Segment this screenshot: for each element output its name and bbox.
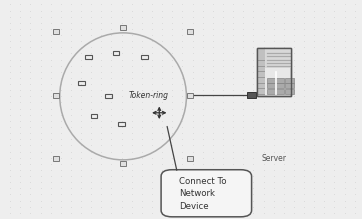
FancyBboxPatch shape xyxy=(161,170,252,217)
Bar xyxy=(53,29,59,34)
Bar xyxy=(187,93,193,98)
Bar xyxy=(53,156,59,161)
Bar xyxy=(120,25,126,30)
Text: Connect To
Network
Device: Connect To Network Device xyxy=(179,177,227,211)
Bar xyxy=(53,93,59,98)
Text: Token-ring: Token-ring xyxy=(129,91,168,100)
Bar xyxy=(276,89,285,94)
Bar xyxy=(267,83,275,88)
Bar xyxy=(286,78,294,83)
Bar xyxy=(187,156,193,161)
Text: Server: Server xyxy=(262,154,287,163)
Bar xyxy=(257,48,265,96)
Bar xyxy=(276,78,285,83)
Bar xyxy=(286,83,294,88)
Bar xyxy=(257,48,291,96)
Bar xyxy=(267,89,275,94)
Bar xyxy=(276,83,285,88)
Bar xyxy=(286,89,294,94)
Bar xyxy=(120,161,126,166)
Bar xyxy=(187,29,193,34)
Bar xyxy=(257,48,291,96)
Bar xyxy=(257,48,291,68)
Bar xyxy=(267,78,275,83)
